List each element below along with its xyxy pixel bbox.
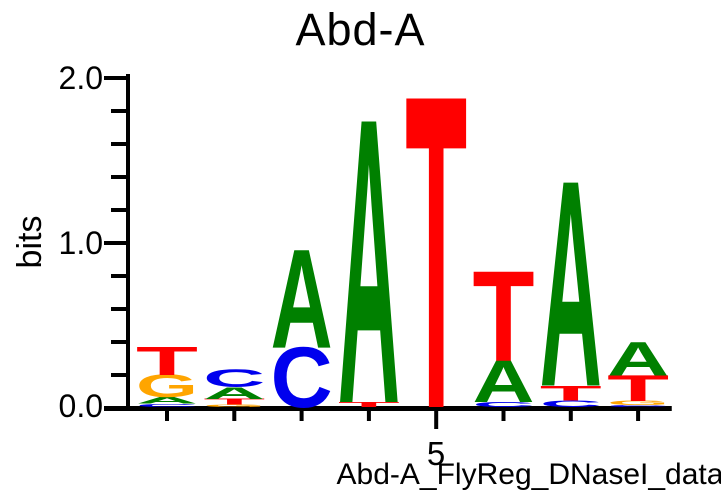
logo-letter-C-pos8: C: [607, 404, 669, 407]
chart-title: Abd-A: [295, 4, 426, 55]
logo-letter-T-pos6: T: [473, 244, 535, 389]
xtick-label-5: 5: [426, 435, 446, 472]
logo-letter-C-pos3: C: [271, 330, 333, 426]
logo-letter-C-pos6: C: [472, 401, 534, 409]
logo-letter-T-pos1: T: [136, 338, 198, 383]
logo-letter-G-pos2: G: [203, 404, 265, 408]
logo-letter-C-pos2: C: [203, 365, 265, 393]
logo-letter-A-pos3: A: [271, 219, 333, 377]
logo-letter-C-pos7: C: [540, 398, 602, 409]
logo-letter-C-pos1: C: [136, 403, 198, 408]
logo-letter-A-pos8: A: [607, 332, 669, 386]
ytick-label-2.0: 2.0: [58, 60, 103, 96]
logo-letter-A-pos6: A: [472, 348, 534, 415]
logo-letter-A-pos4: A: [338, 34, 400, 489]
ytick-label-1.0: 1.0: [58, 225, 103, 261]
logo-letter-T-pos5: T: [405, 1, 467, 496]
logo-letter-A-pos2: A: [203, 384, 265, 403]
logo-letter-T-pos4: T: [338, 401, 400, 409]
ytick-label-0.0: 0.0: [58, 388, 103, 424]
logo-letter-G-pos1: G: [136, 368, 198, 404]
logo-letter-T-pos2: T: [203, 397, 265, 406]
dataset-caption: Abd-A_FlyReg_DNaseI_data: [336, 458, 721, 491]
logo-letter-A-pos1: A: [136, 395, 198, 406]
logo-letter-A-pos7: A: [540, 119, 602, 449]
logo-letter-T-pos8: T: [607, 368, 669, 409]
logo-letter-G-pos8: G: [607, 400, 669, 407]
logo-letter-T-pos7: T: [540, 381, 602, 405]
